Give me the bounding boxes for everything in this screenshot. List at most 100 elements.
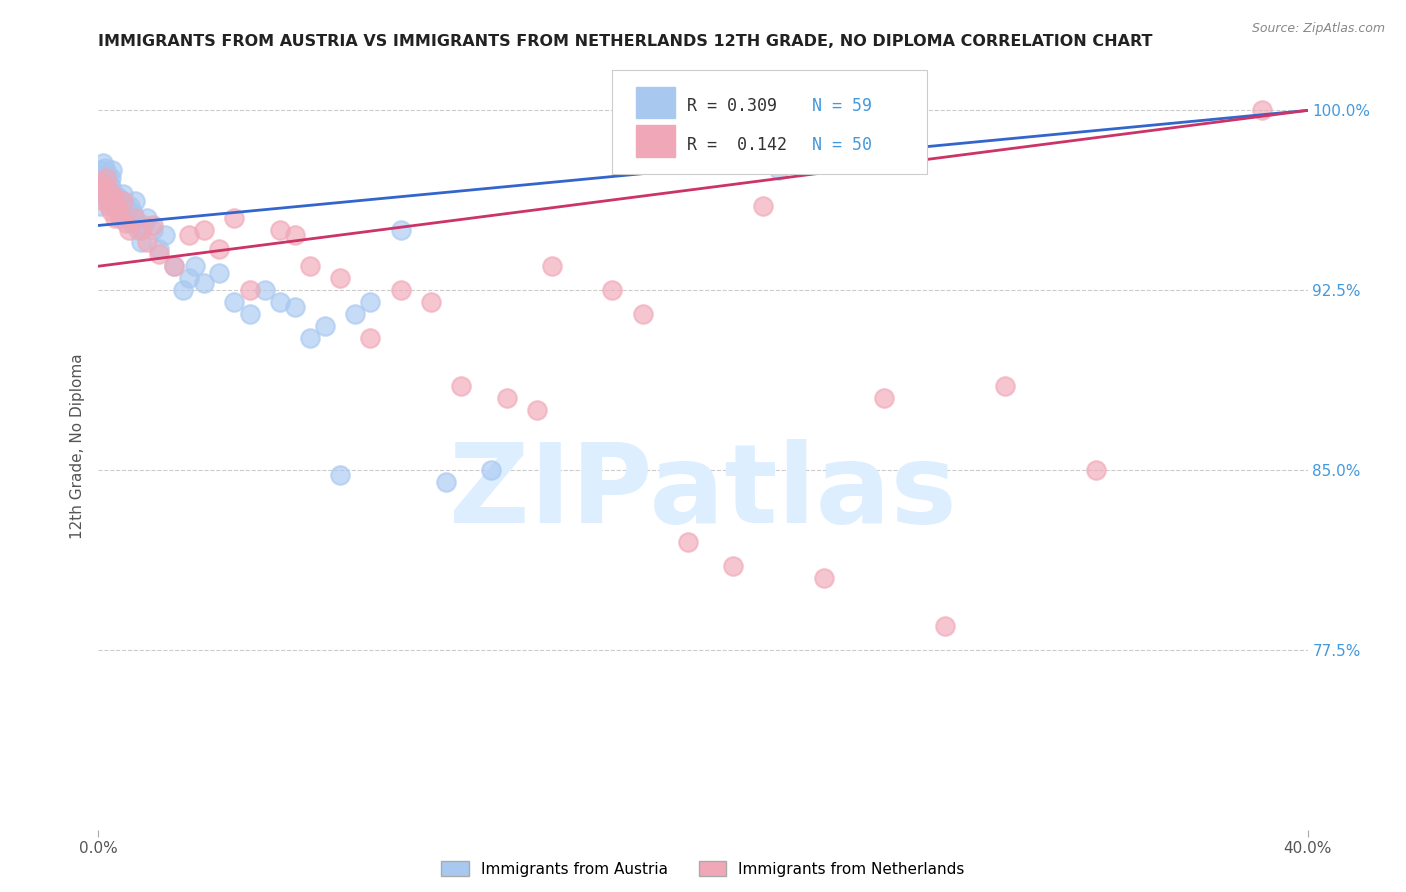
Point bbox=[121, 216, 143, 230]
Text: ZIPatlas: ZIPatlas bbox=[449, 439, 957, 546]
Point bbox=[360, 295, 382, 310]
Point bbox=[184, 259, 207, 273]
Point bbox=[239, 307, 262, 321]
Point bbox=[193, 276, 215, 290]
Point bbox=[481, 463, 503, 477]
Point bbox=[96, 180, 118, 194]
Point bbox=[329, 271, 352, 285]
Text: R =  0.142: R = 0.142 bbox=[688, 136, 787, 153]
FancyBboxPatch shape bbox=[637, 87, 675, 119]
Point bbox=[89, 180, 111, 194]
Point bbox=[90, 175, 112, 189]
Point bbox=[129, 235, 152, 250]
Point bbox=[1251, 103, 1274, 118]
Point bbox=[105, 199, 128, 213]
Point bbox=[360, 331, 382, 345]
Point bbox=[873, 391, 896, 405]
Point bbox=[239, 283, 262, 297]
Legend: Immigrants from Austria, Immigrants from Netherlands: Immigrants from Austria, Immigrants from… bbox=[433, 853, 973, 884]
Point bbox=[94, 187, 117, 202]
Text: N = 59: N = 59 bbox=[811, 97, 872, 115]
Point bbox=[96, 173, 118, 187]
Point bbox=[124, 194, 146, 209]
Point bbox=[148, 243, 170, 257]
Point bbox=[115, 204, 138, 219]
Point bbox=[434, 475, 457, 489]
Point bbox=[94, 161, 117, 175]
FancyBboxPatch shape bbox=[613, 70, 927, 174]
Point bbox=[284, 227, 307, 242]
Point bbox=[97, 194, 120, 209]
Point bbox=[100, 170, 122, 185]
Point bbox=[98, 199, 121, 213]
Point bbox=[90, 170, 112, 185]
Point bbox=[120, 199, 142, 213]
Point bbox=[107, 189, 129, 203]
Point bbox=[103, 187, 125, 202]
Point bbox=[269, 295, 291, 310]
Point bbox=[526, 403, 548, 417]
Point bbox=[112, 211, 135, 226]
Point bbox=[389, 223, 412, 237]
Point bbox=[676, 534, 699, 549]
Point bbox=[224, 295, 246, 310]
Point bbox=[89, 199, 111, 213]
Point bbox=[90, 163, 112, 178]
Point bbox=[114, 216, 136, 230]
Point bbox=[994, 379, 1017, 393]
Point bbox=[172, 283, 194, 297]
Text: R = 0.309: R = 0.309 bbox=[688, 97, 778, 115]
Point bbox=[93, 194, 115, 209]
Point bbox=[118, 211, 141, 226]
Point bbox=[103, 192, 125, 206]
Point bbox=[813, 571, 835, 585]
Point bbox=[208, 266, 231, 280]
Point bbox=[389, 283, 412, 297]
Point bbox=[96, 166, 118, 180]
Point bbox=[98, 178, 121, 192]
Point bbox=[329, 467, 352, 482]
Point bbox=[91, 175, 114, 189]
FancyBboxPatch shape bbox=[637, 125, 675, 157]
Point bbox=[723, 558, 745, 573]
Point bbox=[344, 307, 367, 321]
Point bbox=[193, 223, 215, 237]
Point bbox=[105, 199, 128, 213]
Point bbox=[224, 211, 246, 226]
Point bbox=[100, 180, 122, 194]
Point bbox=[122, 206, 145, 220]
Point bbox=[148, 247, 170, 261]
Point bbox=[1085, 463, 1108, 477]
Point bbox=[107, 204, 129, 219]
Text: N = 50: N = 50 bbox=[811, 136, 872, 153]
Point bbox=[284, 300, 307, 314]
Point bbox=[540, 259, 562, 273]
Point bbox=[179, 271, 201, 285]
Point bbox=[91, 187, 114, 202]
Text: IMMIGRANTS FROM AUSTRIA VS IMMIGRANTS FROM NETHERLANDS 12TH GRADE, NO DIPLOMA CO: IMMIGRANTS FROM AUSTRIA VS IMMIGRANTS FR… bbox=[98, 34, 1153, 49]
Point bbox=[314, 319, 336, 334]
Point bbox=[135, 235, 157, 250]
Point bbox=[108, 211, 131, 226]
Point bbox=[94, 170, 117, 185]
Point bbox=[135, 211, 157, 226]
Point bbox=[114, 199, 136, 213]
Point bbox=[132, 219, 155, 233]
Point bbox=[269, 223, 291, 237]
Point bbox=[91, 156, 114, 170]
Point bbox=[93, 180, 115, 194]
Point bbox=[208, 243, 231, 257]
Point bbox=[100, 204, 122, 219]
Point bbox=[101, 163, 124, 178]
Point bbox=[420, 295, 443, 310]
Y-axis label: 12th Grade, No Diploma: 12th Grade, No Diploma bbox=[69, 353, 84, 539]
Point bbox=[450, 379, 472, 393]
Point bbox=[124, 211, 146, 226]
Point bbox=[104, 211, 127, 226]
Point bbox=[153, 227, 176, 242]
Point bbox=[104, 192, 127, 206]
Point bbox=[101, 187, 124, 202]
Point bbox=[299, 259, 322, 273]
Point bbox=[127, 223, 149, 237]
Point bbox=[111, 194, 134, 209]
